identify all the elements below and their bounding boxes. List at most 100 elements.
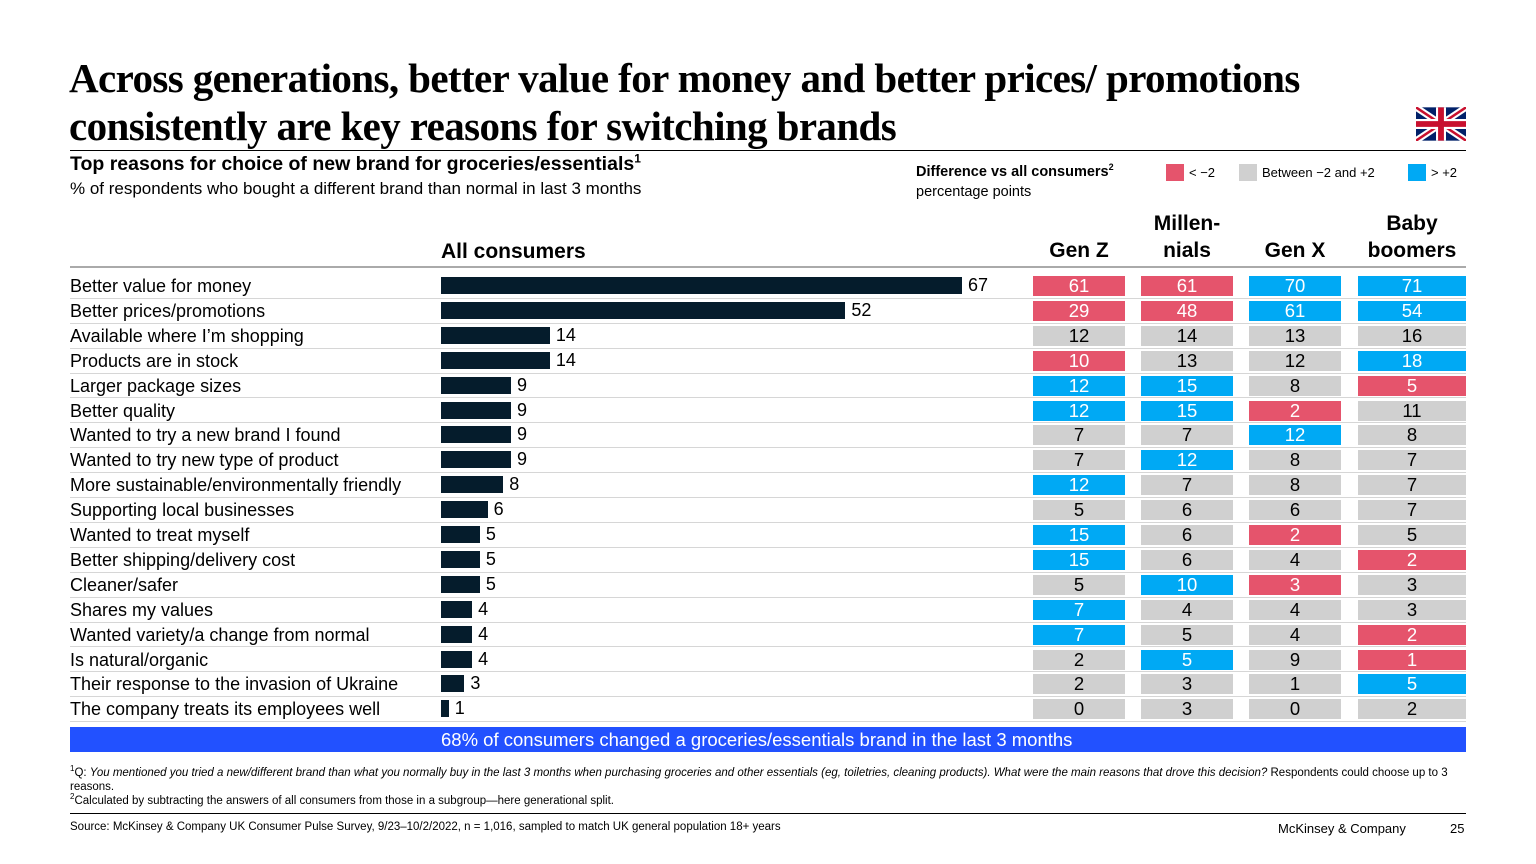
difference-cell: 2	[1358, 624, 1466, 645]
legend-swatch	[1408, 164, 1426, 181]
difference-cell: 15	[1141, 375, 1233, 396]
difference-cell: 15	[1033, 549, 1125, 570]
table-row: Better shipping/delivery cost 5 15 6 4 2	[70, 548, 1466, 573]
table-row: Shares my values 4 7 4 4 3	[70, 598, 1466, 623]
category-label: Products are in stock	[70, 350, 239, 371]
difference-cell: 7	[1033, 450, 1125, 471]
bar-value-label: 4	[478, 598, 489, 619]
legend-swatch	[1166, 164, 1184, 181]
bar-value-label: 6	[493, 499, 504, 520]
bar	[441, 451, 511, 469]
footnote-question: You mentioned you tried a new/different …	[89, 767, 1268, 779]
bar-value-label: 1	[454, 698, 465, 719]
difference-cell: 5	[1141, 624, 1233, 645]
category-label: Larger package sizes	[70, 375, 242, 396]
difference-cell: 10	[1141, 574, 1233, 595]
difference-cell: 12	[1033, 325, 1125, 346]
difference-cell: 2	[1033, 649, 1125, 670]
column-header: Millen- nials	[1153, 212, 1221, 262]
legend-title-text: Difference vs all consumers	[916, 164, 1109, 180]
table-row: Products are in stock 14 10 13 12 18	[70, 349, 1466, 374]
difference-cell: 7	[1033, 599, 1125, 620]
footnote-marker: 1	[70, 764, 75, 774]
column-header: Baby boomers	[1367, 212, 1457, 262]
difference-cell: 14	[1141, 325, 1233, 346]
difference-cell: 3	[1141, 699, 1233, 720]
bar	[441, 575, 480, 593]
difference-cell: 7	[1358, 500, 1466, 521]
table-row: Better value for money 67 61 61 70 71	[70, 274, 1466, 299]
table-row: Better quality 9 12 15 2 11	[70, 399, 1466, 424]
bar	[441, 625, 473, 643]
legend-item-above: > +2	[1408, 164, 1457, 181]
difference-cell: 9	[1249, 649, 1341, 670]
footnote-ref: 2	[1108, 162, 1114, 173]
footnote-note: Respondents could choose up to 3 reasons…	[70, 767, 1448, 793]
title-divider	[70, 150, 1466, 151]
difference-cell: 0	[1249, 699, 1341, 720]
bar	[441, 351, 550, 369]
difference-cell: 7	[1141, 475, 1233, 496]
all-consumers-header: All consumers	[441, 240, 586, 263]
difference-cell: 5	[1358, 375, 1466, 396]
bar-value-label: 14	[555, 349, 576, 370]
difference-cell: 12	[1141, 450, 1233, 471]
table-row: Cleaner/safer 5 5 10 3 3	[70, 573, 1466, 598]
difference-cell: 12	[1249, 350, 1341, 371]
header-divider	[70, 266, 1466, 268]
difference-cell: 7	[1141, 425, 1233, 446]
footnote-ref: 1	[634, 151, 641, 166]
difference-cell: 12	[1033, 375, 1125, 396]
difference-cell: 13	[1249, 325, 1341, 346]
difference-cell: 1	[1358, 649, 1466, 670]
difference-cell: 12	[1249, 425, 1341, 446]
bar	[441, 700, 449, 718]
footnote-text: Calculated by subtracting the answers of…	[74, 795, 614, 807]
difference-cell: 2	[1249, 525, 1341, 545]
difference-cell: 5	[1033, 574, 1125, 595]
bar-value-label: 9	[516, 449, 527, 470]
bar	[441, 550, 480, 568]
difference-cell: 15	[1033, 525, 1125, 545]
difference-cell: 2	[1033, 674, 1125, 695]
footnote-marker: 2	[70, 792, 75, 802]
category-label: Better shipping/delivery cost	[70, 549, 296, 570]
difference-cell: 2	[1358, 549, 1466, 570]
difference-cell: 4	[1141, 599, 1233, 620]
category-label: Their response to the invasion of Ukrain…	[70, 674, 399, 695]
difference-cell: 61	[1033, 276, 1125, 296]
category-label: Cleaner/safer	[70, 574, 179, 595]
brand-name: McKinsey & Company	[1278, 821, 1406, 836]
bar-value-label: 9	[516, 399, 527, 420]
difference-cell: 10	[1033, 350, 1125, 371]
difference-cell: 2	[1249, 400, 1341, 421]
difference-cell: 4	[1249, 549, 1341, 570]
bar	[441, 326, 550, 344]
footnote-2: 2Calculated by subtracting the answers o…	[70, 792, 1466, 808]
legend-item-below: < −2	[1166, 164, 1215, 181]
table-row: Is natural/organic 4 2 5 9 1	[70, 648, 1466, 673]
footnote-1: 1Q: You mentioned you tried a new/differ…	[70, 764, 1466, 794]
table-row: Larger package sizes 9 12 15 8 5	[70, 374, 1466, 399]
difference-cell: 13	[1141, 350, 1233, 371]
category-label: Is natural/organic	[70, 649, 209, 670]
footnote-q: Q:	[74, 767, 90, 779]
footer-divider	[70, 813, 1466, 814]
difference-cell: 61	[1249, 300, 1341, 321]
bar	[441, 650, 473, 668]
difference-cell: 3	[1249, 574, 1341, 595]
category-label: Supporting local businesses	[70, 500, 295, 521]
category-label: Wanted to try new type of product	[70, 450, 339, 471]
difference-cell: 7	[1358, 450, 1466, 471]
subtitle-text: Top reasons for choice of new brand for …	[70, 153, 635, 175]
summary-banner: 68% of consumers changed a groceries/ess…	[70, 727, 1466, 752]
bar-value-label: 5	[485, 548, 496, 569]
category-label: Available where I’m shopping	[70, 325, 304, 346]
chart-subtitle: Top reasons for choice of new brand for …	[70, 153, 641, 176]
legend-title: Difference vs all consumers2	[916, 162, 1114, 181]
table-row: Supporting local businesses 6 5 6 6 7	[70, 498, 1466, 523]
bar-value-label: 8	[509, 474, 520, 495]
category-label: Better prices/promotions	[70, 300, 266, 321]
difference-cell: 3	[1141, 674, 1233, 695]
bar	[441, 501, 488, 519]
